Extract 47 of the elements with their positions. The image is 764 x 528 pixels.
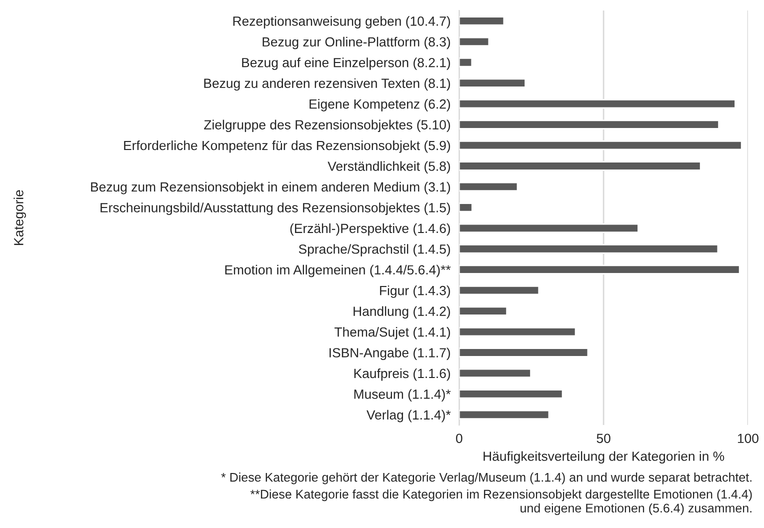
y-tick-label: Thema/Sujet (1.4.1) (334, 327, 450, 340)
y-tick-label: Verlag (1.1.4)* (366, 410, 451, 422)
bar (459, 368, 532, 378)
y-tick-label: Sprache/Sprachstil (1.4.5) (298, 244, 450, 256)
bar (459, 36, 490, 46)
y-tick-label: ISBN-Angabe (1.1.7) (330, 348, 450, 360)
bar (459, 264, 740, 274)
text: * Diese Kategorie gehört der Kategorie Verlag/Museum (1.1.4) an und wurde separat betrachtet. (221, 472, 752, 484)
y-tick-label: Erscheinungsbild/Ausstattung des Rezensionsobjektes (1.5) (100, 202, 450, 215)
bar (459, 244, 719, 254)
y-tick-label: Rezeptionsanweisung geben (10.4.7) (233, 16, 450, 28)
bar (459, 410, 550, 420)
y-tick-label: Verständlichkeit (5.8) (328, 161, 450, 174)
y-axis-title: Kategorie (14, 190, 26, 245)
bar (459, 98, 736, 109)
y-tick-label: Museum (1.1.4)* (354, 389, 451, 402)
y-tick-label: Erforderliche Kompetenz für das Rezensionsobjekt (5.9) (124, 140, 450, 153)
bar (459, 285, 540, 296)
y-tick-label: Handlung (1.4.2) (354, 306, 450, 319)
y-tick-label: Bezug zum Rezensionsobjekt in einem anderen Medium (3.1) (91, 182, 450, 194)
x-tick-label: 0 (456, 434, 462, 444)
y-tick-label: Kaufpreis (1.1.6) (354, 368, 450, 381)
x-tick-label: 50 (596, 434, 610, 444)
bar (459, 182, 518, 192)
bar (459, 120, 720, 130)
bar (459, 389, 564, 399)
y-tick-label: Figur (1.4.3) (380, 286, 450, 298)
bar (459, 202, 473, 212)
bar (459, 348, 589, 358)
y-tick-label: Zielgruppe des Rezensionsobjektes (5.10) (204, 120, 450, 132)
y-tick-label: Bezug auf eine Einzelperson (8.2.1) (242, 58, 450, 70)
y-tick-label: Eigene Kompetenz (6.2) (310, 99, 450, 112)
bar (459, 140, 742, 150)
x-tick-label: 100 (738, 434, 758, 444)
y-tick-label: (Erzähl-)Perspektive (1.4.6) (290, 223, 450, 236)
text: **Diese Kategorie fasst die Kategorien im Rezensionsobjekt dargestellte Emotionen (1.4.4) und eigene Emotionen (5.6.4) zusammen. (250, 489, 752, 516)
bar (459, 78, 526, 88)
bar (459, 223, 639, 233)
bar (459, 326, 576, 337)
y-tick-label: Emotion im Allgemeinen (1.4.4/5.6.4)** (225, 264, 451, 278)
bar (459, 58, 473, 68)
y-tick-label: Bezug zu anderen rezensiven Texten (8.1) (204, 78, 450, 91)
y-tick-label: Bezug zur Online-Plattform (8.3) (262, 36, 450, 50)
bar (459, 306, 508, 316)
bar (459, 16, 505, 26)
x-axis-title: Häufigkeitsverteilung der Kategorien in % (484, 451, 724, 464)
bar (459, 161, 702, 171)
